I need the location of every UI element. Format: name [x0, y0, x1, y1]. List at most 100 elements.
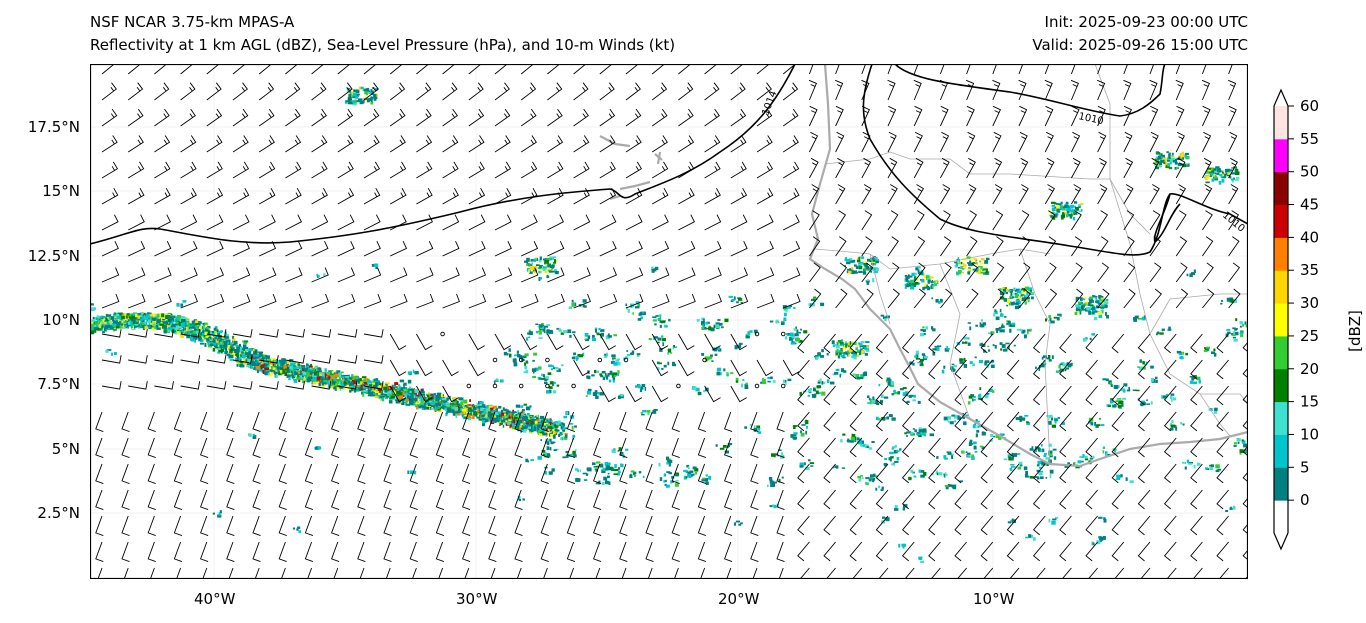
reflectivity-cell: [189, 331, 193, 333]
reflectivity-cell: [540, 423, 544, 426]
reflectivity-cell: [498, 421, 503, 424]
reflectivity-cell: [846, 261, 851, 265]
reflectivity-cell: [186, 320, 190, 325]
reflectivity-cell: [936, 345, 942, 347]
reflectivity-cell: [367, 387, 370, 390]
reflectivity-cell: [606, 352, 609, 357]
reflectivity-cell: [1084, 455, 1088, 459]
reflectivity-cell: [229, 351, 233, 354]
reflectivity-cell: [243, 341, 248, 345]
reflectivity-cell: [1170, 393, 1175, 396]
reflectivity-cell: [702, 326, 707, 330]
reflectivity-cell: [849, 258, 853, 262]
reflectivity-cell: [841, 340, 844, 344]
reflectivity-cell: [351, 374, 354, 378]
reflectivity-cell: [919, 361, 923, 363]
reflectivity-cell: [285, 364, 288, 367]
reflectivity-cell: [635, 306, 640, 309]
reflectivity-cell: [988, 332, 993, 334]
reflectivity-cell: [669, 352, 673, 354]
reflectivity-cell: [240, 361, 244, 364]
reflectivity-cell: [274, 362, 277, 367]
reflectivity-cell: [668, 463, 671, 467]
reflectivity-cell: [236, 363, 239, 367]
reflectivity-cell: [893, 391, 898, 395]
reflectivity-cell: [204, 331, 208, 335]
reflectivity-cell: [619, 451, 624, 456]
reflectivity-cell: [504, 416, 508, 418]
reflectivity-cell: [838, 341, 842, 345]
reflectivity-cell: [407, 379, 412, 384]
reflectivity-cell: [578, 354, 584, 358]
reflectivity-cell: [266, 368, 270, 372]
reflectivity-cell: [552, 390, 557, 394]
reflectivity-cell: [1010, 464, 1015, 466]
reflectivity-cell: [1052, 518, 1057, 521]
reflectivity-cell: [858, 342, 860, 345]
reflectivity-cell: [293, 379, 298, 383]
reflectivity-cell: [156, 319, 159, 323]
reflectivity-cell: [1064, 465, 1069, 468]
reflectivity-cell: [552, 367, 555, 370]
reflectivity-cell: [373, 263, 379, 267]
reflectivity-cell: [238, 343, 241, 347]
reflectivity-cell: [935, 281, 938, 284]
reflectivity-cell: [224, 331, 227, 335]
reflectivity-cell: [436, 407, 440, 409]
reflectivity-cell: [481, 419, 486, 423]
reflectivity-cell: [387, 391, 391, 394]
reflectivity-cell: [985, 257, 990, 261]
reflectivity-cell: [1227, 331, 1231, 334]
reflectivity-cell: [892, 446, 896, 449]
reflectivity-cell: [1090, 422, 1094, 426]
reflectivity-cell: [325, 374, 327, 378]
reflectivity-cell: [343, 380, 346, 385]
reflectivity-cell: [1232, 336, 1236, 339]
reflectivity-cell: [964, 414, 969, 417]
reflectivity-cell: [620, 463, 624, 468]
reflectivity-cell: [95, 324, 99, 328]
reflectivity-cell: [1089, 296, 1094, 300]
reflectivity-cell: [974, 356, 977, 359]
reflectivity-cell: [867, 258, 871, 262]
reflectivity-cell: [963, 342, 966, 344]
reflectivity-cell: [156, 327, 161, 330]
reflectivity-cell: [1000, 348, 1003, 351]
reflectivity-cell: [704, 478, 708, 482]
reflectivity-cell: [228, 344, 233, 346]
reflectivity-cell: [219, 344, 223, 349]
reflectivity-cell: [1196, 376, 1201, 381]
reflectivity-cell: [1138, 318, 1142, 320]
reflectivity-cell: [526, 337, 529, 341]
reflectivity-cell: [789, 333, 794, 337]
reflectivity-cell: [182, 300, 187, 303]
reflectivity-cell: [569, 335, 572, 338]
reflectivity-cell: [202, 322, 205, 325]
reflectivity-cell: [953, 365, 958, 368]
reflectivity-cell: [211, 331, 215, 333]
reflectivity-cell: [543, 428, 548, 431]
reflectivity-cell: [415, 402, 420, 405]
reflectivity-cell: [236, 345, 241, 350]
reflectivity-cell: [110, 316, 115, 320]
reflectivity-cell: [859, 377, 864, 380]
reflectivity-cell: [698, 391, 701, 396]
reflectivity-cell: [1215, 464, 1220, 469]
reflectivity-cell: [433, 393, 437, 395]
reflectivity-cell: [683, 475, 687, 480]
reflectivity-cell: [126, 324, 129, 328]
reflectivity-cell: [1171, 399, 1173, 402]
reflectivity-cell: [784, 312, 787, 317]
reflectivity-cell: [694, 472, 698, 475]
reflectivity-cell: [821, 349, 824, 353]
reflectivity-cell: [968, 262, 971, 266]
reflectivity-cell: [837, 340, 842, 342]
reflectivity-cell: [944, 484, 949, 487]
reflectivity-cell: [542, 454, 546, 456]
reflectivity-cell: [801, 424, 806, 426]
reflectivity-cell: [854, 264, 857, 267]
reflectivity-cell: [538, 330, 542, 335]
reflectivity-cell: [947, 451, 952, 455]
reflectivity-cell: [943, 455, 947, 459]
reflectivity-cell: [217, 351, 221, 354]
